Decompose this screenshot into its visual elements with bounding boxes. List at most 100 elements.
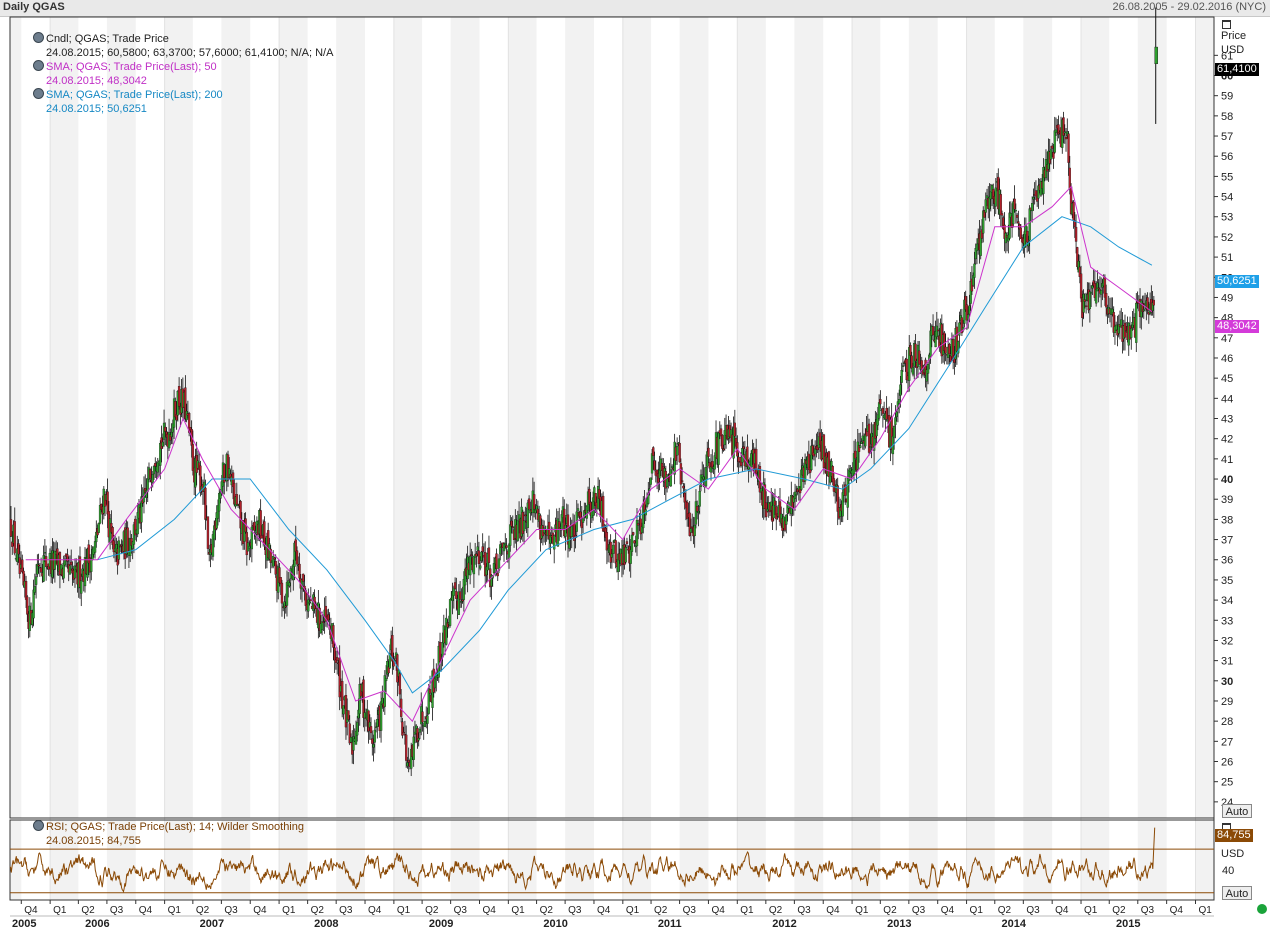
candle-body xyxy=(1083,299,1086,302)
candle-body xyxy=(1084,305,1088,307)
candle-body xyxy=(369,726,373,734)
candle-body xyxy=(477,550,481,565)
quarter-band xyxy=(221,820,251,900)
quarter-label: Q4 xyxy=(139,905,153,916)
candle-body xyxy=(233,482,236,505)
candle-body xyxy=(652,447,655,456)
candle-body xyxy=(861,435,864,441)
price-tick-label: 56 xyxy=(1221,151,1233,163)
window-title: Daily QGAS xyxy=(3,1,65,13)
quarter-label: Q3 xyxy=(683,905,697,916)
candle-body xyxy=(898,399,901,404)
quarter-band xyxy=(1081,820,1110,900)
candle-body xyxy=(630,534,634,552)
price-tick-label: 49 xyxy=(1221,292,1233,304)
price-auto-scale-button[interactable]: Auto xyxy=(1222,804,1252,818)
series-settings-icon[interactable] xyxy=(33,820,44,831)
candle-body xyxy=(742,446,745,449)
candle-body xyxy=(468,556,472,576)
candle-body xyxy=(492,563,496,574)
candle-body xyxy=(1063,131,1066,134)
candle-body xyxy=(154,463,157,467)
candle-body xyxy=(527,498,531,510)
candle-body xyxy=(609,541,612,563)
candle-body xyxy=(9,519,13,537)
year-label: 2015 xyxy=(1116,918,1140,930)
candle-body xyxy=(433,678,437,689)
quarter-label: Q2 xyxy=(540,905,554,916)
candle-body xyxy=(487,547,491,563)
quarter-label: Q4 xyxy=(482,905,496,916)
candle-body xyxy=(499,544,502,555)
series-settings-icon[interactable] xyxy=(33,32,44,43)
series-settings-icon[interactable] xyxy=(33,88,44,99)
sma50-legend-label: SMA; QGAS; Trade Price(Last); 50 xyxy=(46,61,217,73)
quarter-label: Q2 xyxy=(654,905,668,916)
quarter-band xyxy=(450,820,480,900)
candle-body xyxy=(637,523,640,526)
candle-body xyxy=(702,476,705,480)
candle-body xyxy=(44,556,48,568)
quarter-label: Q1 xyxy=(970,905,984,916)
candle-body xyxy=(1014,210,1017,212)
quarter-label: Q4 xyxy=(1055,905,1069,916)
price-axis-ticks: 2425262728293031323334353637383940414243… xyxy=(1214,50,1233,809)
candle-body xyxy=(1097,287,1100,289)
candle-body xyxy=(421,711,424,723)
candle-body xyxy=(1051,145,1054,149)
candle-body xyxy=(1053,130,1056,153)
candle-body xyxy=(719,428,723,437)
series-settings-icon[interactable] xyxy=(33,60,44,71)
candle-body xyxy=(272,556,275,567)
quarter-label: Q3 xyxy=(1141,905,1155,916)
candle-body xyxy=(58,552,62,576)
candle-body xyxy=(263,521,266,545)
candle-body xyxy=(140,496,143,523)
year-label: 2014 xyxy=(1002,918,1027,930)
quarter-label: Q4 xyxy=(597,905,611,916)
candle-body xyxy=(402,732,405,734)
quarter-label: Q3 xyxy=(912,905,926,916)
candle-body xyxy=(461,599,464,602)
rsi-auto-scale-button[interactable]: Auto xyxy=(1222,886,1252,900)
candle-body xyxy=(632,532,635,535)
candle-body xyxy=(1082,293,1085,313)
candle-body xyxy=(864,434,867,447)
candle-body xyxy=(134,518,137,536)
price-tick-label: 29 xyxy=(1221,696,1233,708)
candle-body xyxy=(504,543,507,545)
candle-body xyxy=(899,384,902,396)
quarter-band xyxy=(966,17,995,818)
quarter-label: Q2 xyxy=(311,905,325,916)
quarter-label: Q3 xyxy=(110,905,124,916)
candle-body xyxy=(388,653,392,669)
quarter-label: Q4 xyxy=(826,905,840,916)
price-tick-label: 33 xyxy=(1221,615,1233,627)
quarter-band xyxy=(508,820,537,900)
candle-body xyxy=(944,346,947,354)
candle-body xyxy=(426,715,429,724)
candle-body xyxy=(894,417,897,425)
candle-body xyxy=(689,528,693,533)
candle-body xyxy=(746,446,749,467)
candle-body xyxy=(785,514,788,525)
candlestick-series xyxy=(9,111,1155,777)
candle-body xyxy=(302,573,305,582)
price-tick-label: 57 xyxy=(1221,131,1233,143)
candle-body xyxy=(935,325,938,337)
candle-body xyxy=(624,547,627,563)
candle-body xyxy=(579,511,582,519)
candle-body xyxy=(625,541,629,544)
candle-body xyxy=(280,582,284,604)
quarter-band xyxy=(737,820,766,900)
candle-body xyxy=(98,505,102,524)
quarter-label: Q4 xyxy=(368,905,382,916)
maximize-pane-icon[interactable] xyxy=(1222,20,1231,29)
quarter-band xyxy=(1195,820,1214,900)
quarter-band xyxy=(50,17,79,818)
quarter-label: Q2 xyxy=(1112,905,1126,916)
quarter-label: Q3 xyxy=(339,905,353,916)
quarter-label: Q4 xyxy=(1170,905,1184,916)
candle-body xyxy=(570,526,573,537)
